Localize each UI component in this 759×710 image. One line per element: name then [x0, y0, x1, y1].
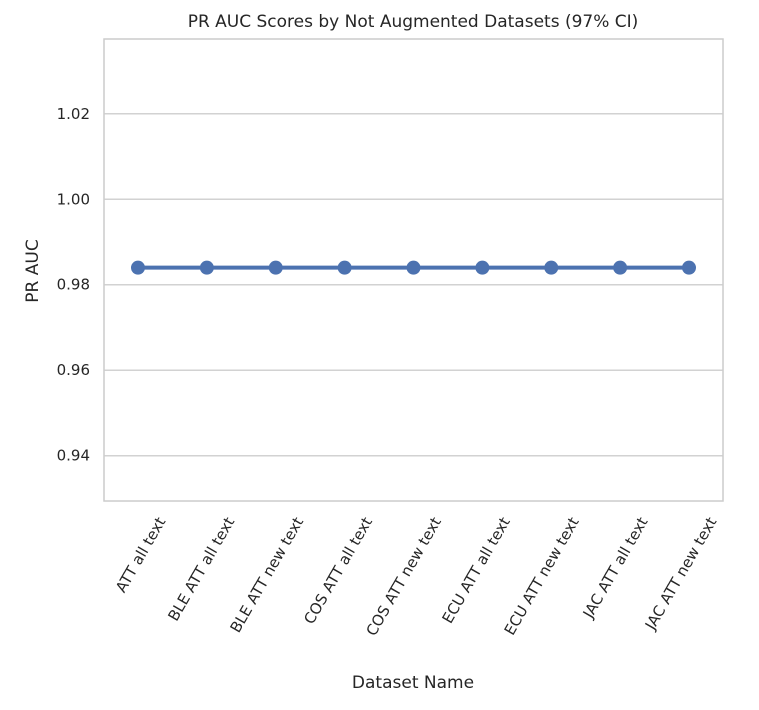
- x-tick-label: COS ATT new text: [362, 514, 445, 639]
- x-tick-label: JAC ATT new text: [641, 514, 720, 634]
- x-tick-label: JAC ATT all text: [579, 514, 652, 622]
- data-point: [544, 260, 559, 275]
- x-tick-label: ECU ATT all text: [438, 514, 513, 627]
- x-axis-label: Dataset Name: [352, 673, 474, 693]
- data-point: [337, 260, 352, 275]
- x-tick-label: ECU ATT new text: [501, 514, 583, 638]
- data-point: [131, 260, 145, 275]
- data-point: [268, 260, 283, 275]
- data-point: [199, 260, 214, 275]
- y-tick-label: 1.02: [57, 105, 90, 123]
- y-tick-labels: 0.94 0.96 0.98 1.00 1.02: [57, 105, 90, 465]
- data-point: [475, 260, 490, 275]
- y-tick-label: 0.98: [57, 276, 90, 294]
- x-tick-label: BLE ATT all text: [164, 514, 238, 624]
- x-tick-label: ATT all text: [112, 514, 170, 596]
- y-tick-label: 0.94: [57, 447, 90, 465]
- series-group: [131, 260, 696, 275]
- data-point: [406, 260, 421, 275]
- x-tick-label: BLE ATT new text: [227, 514, 308, 636]
- grid-lines: [104, 113, 723, 457]
- y-axis-label: PR AUC: [23, 239, 43, 302]
- y-tick-label: 1.00: [57, 190, 90, 208]
- data-point: [613, 260, 628, 275]
- plot-frame: [103, 38, 724, 502]
- data-point: [682, 260, 696, 275]
- y-tick-label: 0.96: [57, 361, 90, 379]
- x-tick-label: COS ATT all text: [300, 514, 376, 627]
- chart-title: PR AUC Scores by Not Augmented Datasets …: [188, 12, 639, 32]
